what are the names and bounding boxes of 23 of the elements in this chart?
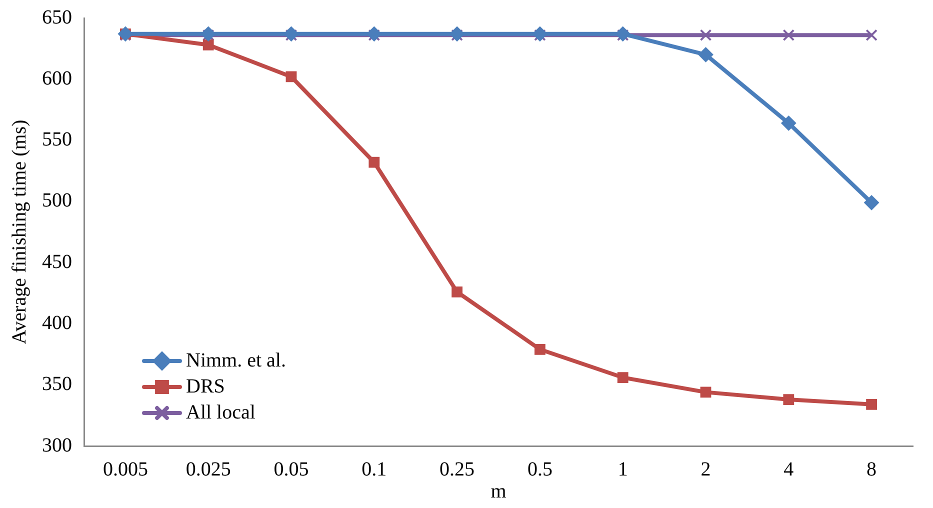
x-tick-label: 8 (866, 458, 877, 480)
legend-label: All local (186, 401, 256, 424)
y-tick-label: 300 (42, 434, 72, 456)
x-axis-title: m (490, 480, 507, 502)
y-tick-label: 350 (42, 373, 72, 396)
x-tick-label: 0.025 (186, 458, 231, 480)
x-tick-label: 0.05 (274, 458, 309, 480)
x-tick-label: 0.25 (440, 458, 475, 480)
legend-label: Nimm. et al. (186, 349, 286, 372)
x-tick-label: 1 (618, 458, 628, 480)
x-tick-label: 0.005 (102, 458, 148, 480)
x-tick-label: 4 (784, 458, 794, 480)
y-tick-label: 400 (42, 312, 72, 334)
x-tick-label: 2 (700, 458, 711, 480)
y-tick-label: 550 (42, 128, 72, 151)
y-tick-label: 650 (42, 6, 72, 28)
legend-label: DRS (186, 375, 225, 398)
y-tick-label: 600 (42, 67, 72, 90)
y-tick-label: 450 (42, 250, 72, 273)
y-tick-label: 500 (42, 190, 72, 212)
x-tick-label: 0.5 (527, 458, 552, 480)
y-axis-title: Average finishing time (ms) (8, 120, 30, 344)
x-tick-label: 0.1 (362, 458, 387, 480)
